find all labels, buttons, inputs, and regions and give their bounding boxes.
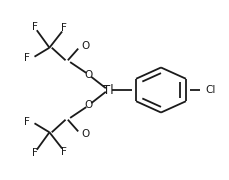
Text: Cl: Cl: [204, 85, 214, 95]
Text: O: O: [81, 41, 90, 51]
Text: F: F: [31, 148, 37, 158]
Text: F: F: [61, 147, 67, 157]
Text: F: F: [61, 23, 67, 33]
Text: F: F: [24, 53, 30, 63]
Text: F: F: [24, 117, 30, 127]
Text: O: O: [84, 100, 92, 110]
Text: Tl: Tl: [102, 84, 113, 96]
Text: F: F: [31, 22, 37, 32]
Text: O: O: [81, 129, 90, 139]
Text: O: O: [84, 70, 92, 80]
